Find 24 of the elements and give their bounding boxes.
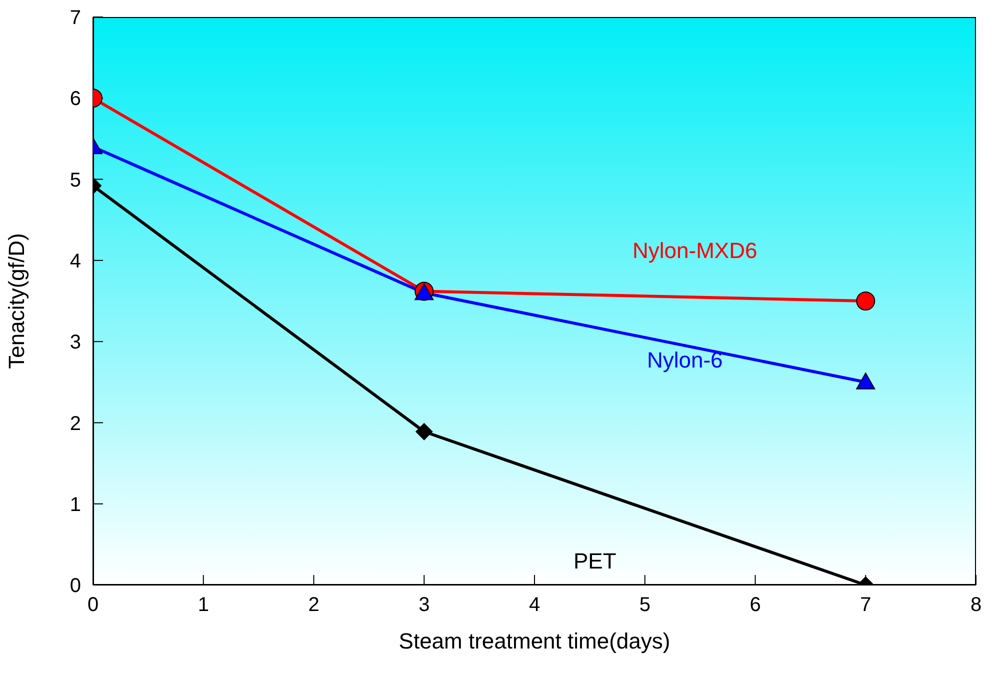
x-tick-label: 2 [308, 594, 320, 616]
x-tick-label: 5 [639, 594, 650, 616]
y-tick-label: 0 [70, 575, 81, 598]
y-tick-label: 4 [70, 250, 81, 273]
x-tick-label: 3 [418, 594, 430, 616]
x-tick-label: 0 [87, 594, 99, 616]
series-label: Nylon-MXD6 [632, 238, 758, 264]
y-tick-label: 1 [70, 494, 81, 516]
x-tick-label: 7 [860, 594, 872, 616]
point [856, 372, 876, 390]
series-label: Nylon-6 [646, 348, 723, 373]
point [856, 292, 876, 310]
x-tick-label: 1 [198, 594, 209, 616]
y-tick-label: 3 [70, 332, 81, 354]
y-tick-label: 2 [70, 412, 81, 435]
y-tick-label: 5 [70, 169, 81, 192]
y-tick-label: 7 [70, 7, 81, 30]
y-tick-label: 6 [70, 88, 81, 110]
text: PET [573, 548, 616, 574]
x-tick-label: 6 [750, 594, 761, 616]
y-axis-title: Tenacity(gf/D) [4, 233, 29, 369]
x-axis-title: Steam treatment time(days) [398, 628, 670, 654]
x-tick-label: 8 [970, 594, 982, 616]
x-tick-label: 4 [528, 594, 540, 616]
